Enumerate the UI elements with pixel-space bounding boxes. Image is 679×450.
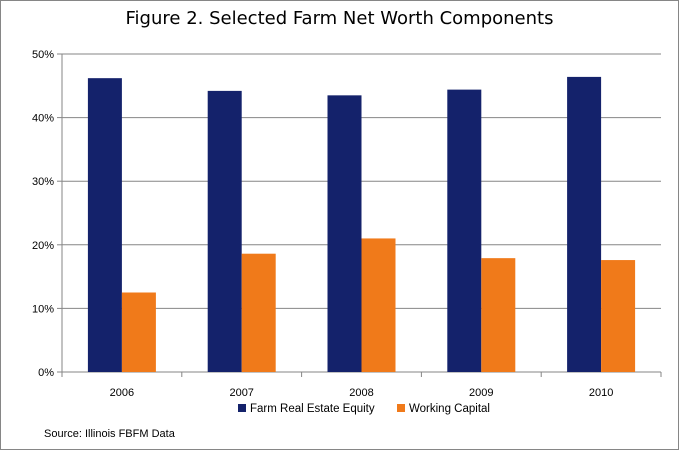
bar-working-capital-2008 <box>361 238 396 372</box>
x-tick-label: 2010 <box>589 387 613 399</box>
bar-working-capital-2010 <box>601 260 636 372</box>
y-tick-label: 40% <box>32 113 54 125</box>
y-tick-label: 20% <box>32 240 54 252</box>
y-tick-label: 10% <box>32 303 54 315</box>
bar-farm-real-estate-equity-2008 <box>327 95 362 372</box>
x-tick-label: 2009 <box>469 387 493 399</box>
bar-farm-real-estate-equity-2006 <box>87 78 122 372</box>
legend-label: Working Capital <box>409 403 490 415</box>
x-tick-label: 2006 <box>110 387 134 399</box>
bar-farm-real-estate-equity-2009 <box>447 89 482 372</box>
x-tick-label: 2008 <box>349 387 373 399</box>
y-tick-label: 30% <box>32 176 54 188</box>
bar-working-capital-2009 <box>481 258 516 372</box>
bar-working-capital-2006 <box>121 292 156 372</box>
bar-farm-real-estate-equity-2010 <box>567 76 602 373</box>
y-tick-label: 50% <box>32 49 54 61</box>
source-note: Source: Illinois FBFM Data <box>44 428 175 440</box>
bar-farm-real-estate-equity-2007 <box>207 90 242 372</box>
x-tick-label: 2007 <box>229 387 253 399</box>
chart-title: Figure 2. Selected Farm Net Worth Compon… <box>125 8 554 29</box>
bar-working-capital-2007 <box>241 253 276 372</box>
legend-swatch <box>397 404 405 412</box>
legend-swatch <box>238 404 246 412</box>
y-tick-label: 0% <box>38 367 54 379</box>
legend-label: Farm Real Estate Equity <box>250 403 375 415</box>
